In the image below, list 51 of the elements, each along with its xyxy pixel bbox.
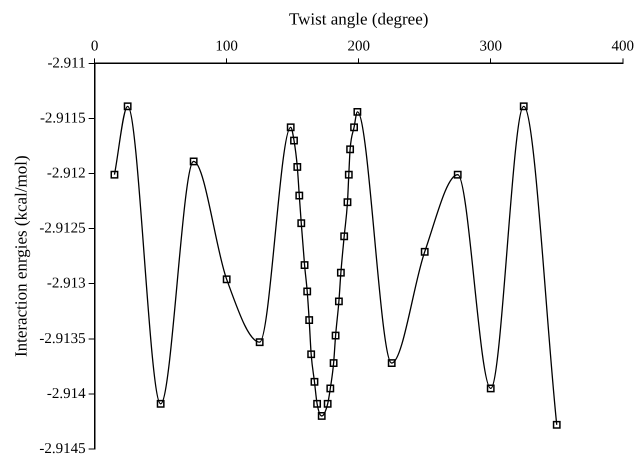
point xyxy=(353,108,362,116)
y-tick-label: -2.911 xyxy=(47,55,86,72)
point xyxy=(486,384,495,392)
x-tick-label: 0 xyxy=(90,38,98,54)
point xyxy=(110,170,118,179)
point xyxy=(332,332,340,340)
point xyxy=(313,400,322,408)
point xyxy=(330,359,338,367)
point xyxy=(324,400,332,408)
point xyxy=(520,102,528,110)
point xyxy=(350,123,358,132)
x-tick-label: 300 xyxy=(479,38,502,54)
point xyxy=(334,297,343,306)
point xyxy=(190,158,198,166)
y-tick-label: -2.913 xyxy=(46,276,86,292)
x-tick-label: 200 xyxy=(347,38,370,54)
point xyxy=(290,136,298,144)
point xyxy=(222,275,231,284)
point xyxy=(286,123,295,132)
point xyxy=(344,170,353,179)
point xyxy=(293,163,302,171)
point xyxy=(300,261,308,269)
point xyxy=(310,378,318,386)
point xyxy=(303,288,312,296)
point xyxy=(124,102,132,110)
point xyxy=(552,420,561,429)
x-axis-title: Twist angle (degree) xyxy=(288,10,428,29)
point xyxy=(454,170,462,179)
point xyxy=(326,384,334,392)
point xyxy=(388,359,396,367)
y-tick-label: -2.9135 xyxy=(39,330,86,347)
point xyxy=(295,192,304,200)
point xyxy=(318,412,326,420)
point xyxy=(297,219,306,228)
y-axis-title: Interaction enrgies (kcal/mol) xyxy=(12,155,31,358)
y-tick-label: -2.912 xyxy=(46,166,86,182)
y-tick-label: -2.9115 xyxy=(40,110,86,126)
point xyxy=(420,248,429,256)
x-tick-label: 100 xyxy=(215,38,238,54)
point xyxy=(340,232,348,240)
point xyxy=(344,198,352,206)
y-tick-label: -2.9125 xyxy=(39,220,86,237)
y-tick-label: -2.914 xyxy=(46,386,86,402)
point xyxy=(346,145,354,154)
y-tick-label: -2.9145 xyxy=(39,440,86,457)
x-tick-label: 400 xyxy=(612,38,634,54)
point xyxy=(305,316,314,324)
point xyxy=(307,350,316,358)
point xyxy=(156,400,165,408)
point xyxy=(336,268,345,277)
point xyxy=(256,338,264,346)
